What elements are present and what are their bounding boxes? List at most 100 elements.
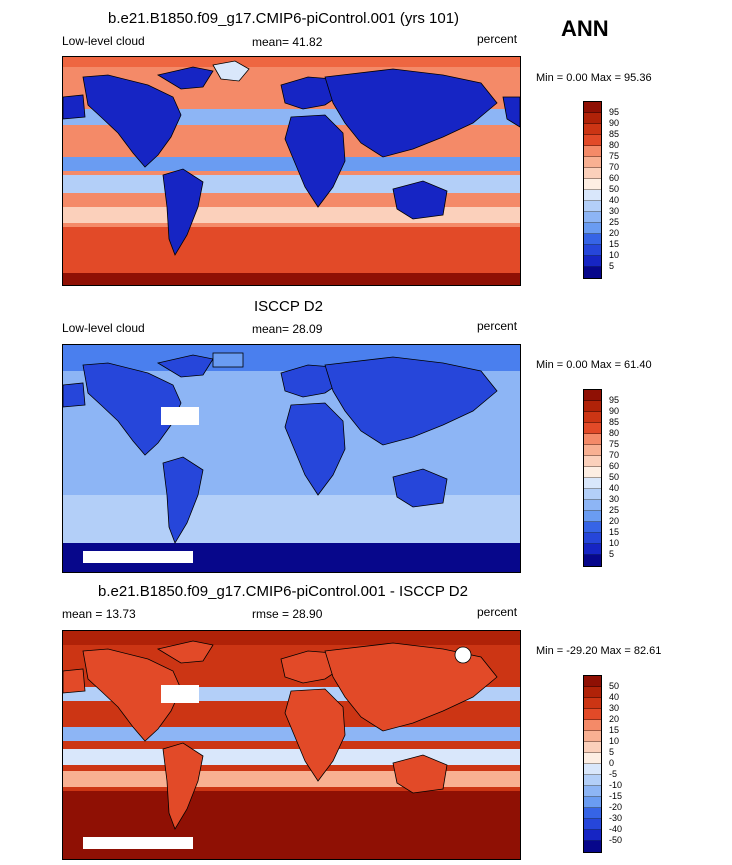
colorbar-label: 75 [609, 151, 620, 161]
colorbar-label: 40 [609, 692, 620, 702]
colorbar-label: 70 [609, 450, 620, 460]
colorbar-box [584, 698, 601, 709]
colorbar-label: 95 [609, 395, 620, 405]
colorbar-label: 85 [609, 417, 620, 427]
colorbar-label: 20 [609, 714, 620, 724]
colorbar-box [584, 676, 601, 687]
colorbar-label: 40 [609, 483, 620, 493]
colorbar-box [584, 478, 601, 489]
colorbar-label: -40 [609, 824, 623, 834]
colorbar-box [584, 742, 601, 753]
colorbar-box [584, 687, 601, 698]
panel1-center-label: mean= 41.82 [252, 35, 323, 49]
colorbar-box [584, 124, 601, 135]
colorbar-box [584, 720, 601, 731]
colorbar-label: 80 [609, 428, 620, 438]
colorbar-label: 50 [609, 184, 620, 194]
colorbar-box [584, 808, 601, 819]
colorbar-box [584, 256, 601, 267]
colorbar-label: 20 [609, 228, 620, 238]
colorbar-box [584, 753, 601, 764]
panel2-center-label: mean= 28.09 [252, 322, 323, 336]
colorbar-label: 10 [609, 538, 620, 548]
colorbar-box [584, 201, 601, 212]
panel1-map [62, 56, 521, 286]
colorbar-box [584, 102, 601, 113]
colorbar-label: 75 [609, 439, 620, 449]
colorbar-box [584, 511, 601, 522]
colorbar-label: 60 [609, 173, 620, 183]
colorbar-box [584, 212, 601, 223]
colorbar-box [584, 168, 601, 179]
colorbar-box [584, 390, 601, 401]
colorbar-box [584, 522, 601, 533]
panel1-units: percent [477, 32, 518, 46]
colorbar-label: 30 [609, 494, 620, 504]
panel3-colorbar [583, 675, 602, 853]
panel1-left-label: Low-level cloud [62, 34, 145, 48]
colorbar-label: 30 [609, 206, 620, 216]
panel1-colorbar [583, 101, 602, 279]
colorbar-box [584, 709, 601, 720]
colorbar-box [584, 533, 601, 544]
panel3-minmax: Min = -29.20 Max = 82.61 [536, 645, 662, 657]
colorbar-box [584, 819, 601, 830]
panel3-left-label: mean = 13.73 [62, 607, 136, 621]
colorbar-box [584, 555, 601, 566]
colorbar-box [584, 223, 601, 234]
panel2-left-label: Low-level cloud [62, 321, 145, 335]
colorbar-box [584, 267, 601, 278]
colorbar-label: 90 [609, 118, 620, 128]
panel2-title: ISCCP D2 [254, 298, 323, 315]
colorbar-box [584, 456, 601, 467]
colorbar-label: 50 [609, 681, 620, 691]
colorbar-label: -10 [609, 780, 623, 790]
colorbar-label: 15 [609, 239, 620, 249]
colorbar-label: -5 [609, 769, 618, 779]
panel1-minmax: Min = 0.00 Max = 95.36 [536, 72, 652, 84]
colorbar-box [584, 786, 601, 797]
colorbar-box [584, 731, 601, 742]
colorbar-label: 25 [609, 505, 620, 515]
panel3-center-label: rmse = 28.90 [252, 607, 323, 621]
colorbar-label: 25 [609, 217, 620, 227]
panel2-units: percent [477, 319, 518, 333]
colorbar-box [584, 135, 601, 146]
panel2-colorbar [583, 389, 602, 567]
colorbar-label: 5 [609, 747, 615, 757]
colorbar-label: 60 [609, 461, 620, 471]
panel3-title: b.e21.B1850.f09_g17.CMIP6-piControl.001 … [98, 583, 468, 600]
colorbar-label: -30 [609, 813, 623, 823]
colorbar-box [584, 489, 601, 500]
colorbar-box [584, 775, 601, 786]
colorbar-box [584, 423, 601, 434]
colorbar-box [584, 841, 601, 852]
colorbar-box [584, 434, 601, 445]
colorbar-label: 5 [609, 261, 615, 271]
colorbar-label: 20 [609, 516, 620, 526]
colorbar-label: 95 [609, 107, 620, 117]
colorbar-box [584, 500, 601, 511]
colorbar-label: -50 [609, 835, 623, 845]
colorbar-box [584, 401, 601, 412]
colorbar-label: 70 [609, 162, 620, 172]
colorbar-label: 15 [609, 725, 620, 735]
panel3-map [62, 630, 521, 860]
colorbar-label: 0 [609, 758, 615, 768]
colorbar-label: 30 [609, 703, 620, 713]
colorbar-box [584, 146, 601, 157]
colorbar-label: 10 [609, 250, 620, 260]
colorbar-box [584, 234, 601, 245]
colorbar-label: 15 [609, 527, 620, 537]
colorbar-label: 5 [609, 549, 615, 559]
panel2-minmax: Min = 0.00 Max = 61.40 [536, 359, 652, 371]
colorbar-label: 90 [609, 406, 620, 416]
colorbar-box [584, 245, 601, 256]
panel2-map [62, 344, 521, 573]
colorbar-label: 80 [609, 140, 620, 150]
colorbar-label: 40 [609, 195, 620, 205]
colorbar-label: 10 [609, 736, 620, 746]
colorbar-box [584, 412, 601, 423]
colorbar-box [584, 190, 601, 201]
colorbar-box [584, 467, 601, 478]
